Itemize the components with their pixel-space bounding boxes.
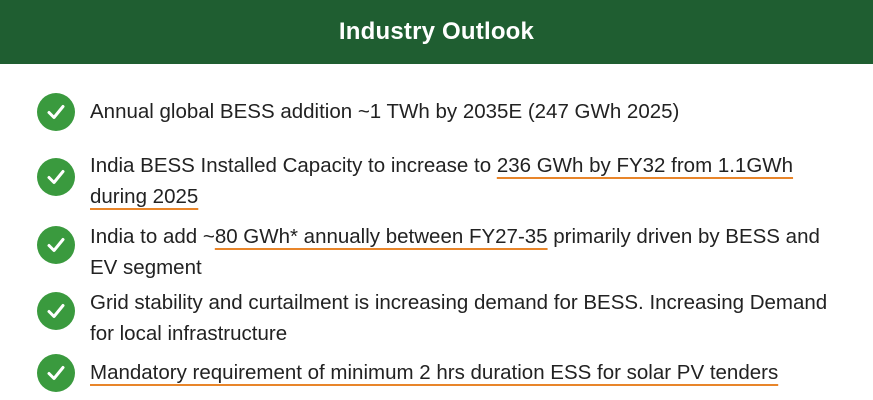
header-bar: Industry Outlook	[0, 0, 873, 64]
bullet-text-plain: India BESS Installed Capacity to increas…	[90, 154, 497, 177]
page-title: Industry Outlook	[338, 18, 535, 45]
highlight-underlined: Mandatory requirement of minimum 2 hrs d…	[90, 361, 779, 384]
bullet-text-plain: primarily driven by BESS and EV segment	[90, 225, 820, 279]
highlight-underlined: 80 GWh* annually between FY27-35	[214, 225, 548, 248]
bullet-text-plain: Grid stability and curtailment is increa…	[90, 291, 828, 345]
checkmark-icon	[37, 354, 75, 392]
bullet-text: Annual global BESS addition ~1 TWh by 20…	[90, 96, 850, 127]
checkmark-icon	[37, 93, 75, 131]
bullet-text-plain: Annual global BESS addition ~1 TWh by 20…	[90, 100, 680, 123]
bullet-text: India to add ~80 GWh* annually between F…	[90, 221, 850, 283]
checkmark-icon	[37, 292, 75, 330]
bullet-text: Grid stability and curtailment is increa…	[90, 287, 850, 349]
bullet-text-plain: India to add ~	[90, 225, 215, 248]
checkmark-icon	[37, 158, 75, 196]
bullet-text: Mandatory requirement of minimum 2 hrs d…	[90, 357, 850, 388]
checkmark-icon	[37, 226, 75, 264]
highlight-underlined: 236 GWh by FY32 from 1.1GWh during 2025	[90, 154, 794, 208]
bullet-text: India BESS Installed Capacity to increas…	[90, 150, 850, 212]
